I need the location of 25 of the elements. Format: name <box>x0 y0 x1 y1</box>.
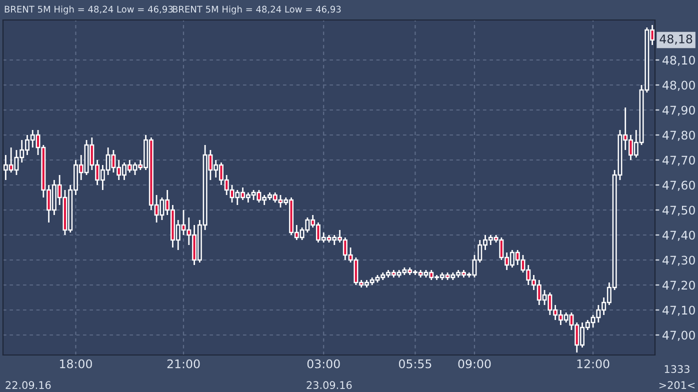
y-tick-label: 47,00 <box>662 330 695 341</box>
x-tick-label: 05:55 <box>398 359 432 368</box>
y-tick-label: 47,40 <box>662 230 695 241</box>
text: 1333 <box>664 365 690 374</box>
y-tick-label: 47,50 <box>662 206 695 216</box>
y-tick-label: 47,90 <box>662 106 695 116</box>
x-tick-label: 09:00 <box>458 359 491 368</box>
text: 23.09.16 <box>306 381 352 390</box>
x-tick-label: 18:00 <box>60 359 92 368</box>
y-tick-label: 47,10 <box>662 306 695 316</box>
y-tick-label: 47,20 <box>662 280 695 291</box>
y-tick-label: 48,00 <box>662 80 695 91</box>
y-tick-label: 47,30 <box>662 256 695 266</box>
y-tick-label: 47,80 <box>662 130 695 141</box>
x-tick-label: 21:00 <box>167 359 200 368</box>
y-tick-label: 47,60 <box>662 180 695 191</box>
text: 22.09.16 <box>6 381 51 390</box>
x-tick-label: 03:00 <box>307 359 340 368</box>
chart-title: BRENT 5M High = 48,24 Low = 46,93 <box>4 6 173 14</box>
chart-subtitle: BRENT 5M High = 48,24 Low = 46,93 <box>172 6 341 14</box>
y-tick-label: 48,10 <box>662 56 695 66</box>
y-tick-label: 47,70 <box>662 156 695 166</box>
text: >201< <box>659 381 695 390</box>
annotation: 48,18 <box>660 34 692 45</box>
x-tick-label: 12:00 <box>577 359 610 368</box>
